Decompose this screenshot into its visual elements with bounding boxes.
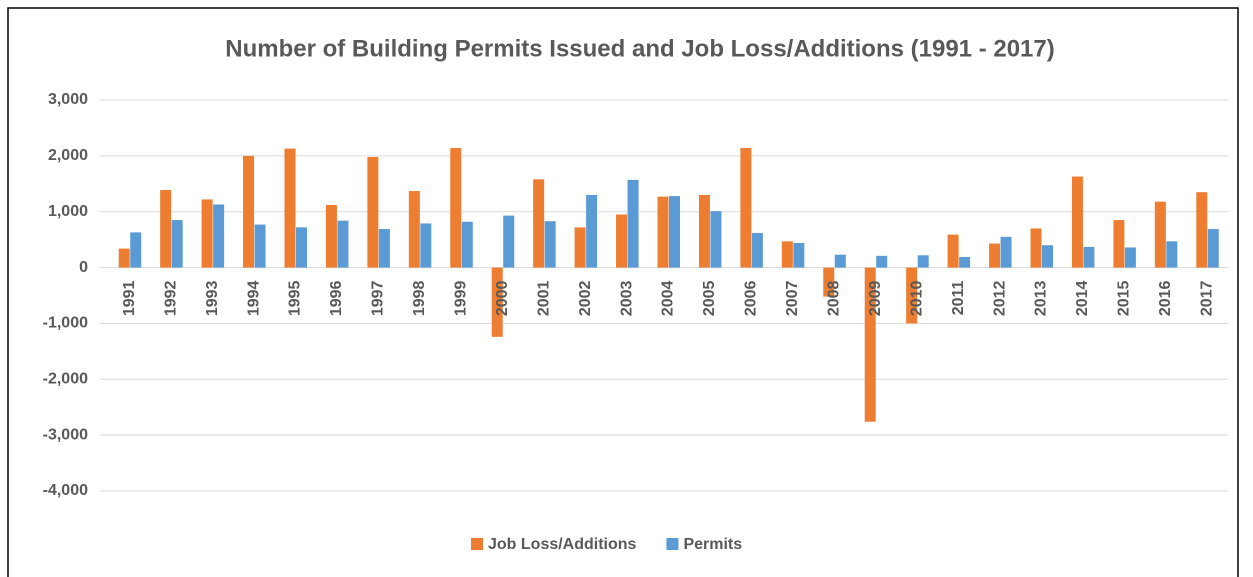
bar — [989, 243, 1001, 268]
bar — [947, 234, 959, 268]
bar — [160, 189, 172, 268]
chart-title: Number of Building Permits Issued and Jo… — [225, 35, 1055, 62]
bar — [906, 267, 918, 324]
legend-swatch — [471, 538, 483, 550]
legend-label: Permits — [683, 536, 742, 553]
bar — [420, 223, 432, 268]
bar — [834, 254, 846, 268]
bar — [793, 242, 805, 268]
bar — [1166, 241, 1178, 268]
x-tick-label: 2009 — [867, 280, 884, 316]
x-tick-label: 2000 — [494, 280, 511, 316]
bar — [710, 211, 722, 268]
x-tick-label: 2014 — [1074, 280, 1091, 316]
x-tick-label: 1997 — [370, 280, 387, 316]
bar — [296, 227, 307, 268]
bar — [201, 199, 213, 268]
bar — [669, 196, 680, 268]
bar — [284, 148, 296, 268]
bar — [1124, 247, 1136, 268]
bar — [1083, 246, 1095, 268]
bar — [574, 227, 586, 268]
y-tick-label: -1,000 — [43, 315, 88, 332]
bar — [461, 221, 473, 268]
bar — [1207, 229, 1219, 268]
bar — [627, 179, 639, 268]
x-tick-label: 2011 — [950, 280, 967, 315]
x-tick-label: 1994 — [245, 280, 262, 316]
bar — [586, 194, 598, 268]
x-tick-label: 2017 — [1198, 280, 1215, 316]
bar — [616, 214, 628, 268]
bar — [544, 221, 556, 268]
bar — [876, 255, 888, 268]
x-tick-label: 1993 — [204, 280, 221, 316]
x-tick-label: 1998 — [411, 280, 428, 316]
bar — [1030, 228, 1042, 268]
x-tick-label: 2004 — [660, 280, 677, 316]
x-tick-label: 2016 — [1157, 280, 1174, 316]
x-tick-label: 2006 — [743, 280, 760, 316]
bar — [823, 267, 835, 297]
y-tick-label: -3,000 — [43, 426, 88, 443]
bar — [657, 196, 669, 268]
x-tick-label: 2002 — [577, 280, 594, 316]
x-tick-label: 2010 — [908, 280, 925, 316]
bar — [491, 267, 503, 337]
x-tick-label: 1991 — [121, 280, 138, 316]
bar — [533, 179, 545, 268]
bar — [1196, 192, 1208, 268]
chart-border — [7, 7, 1239, 577]
y-tick-label: -2,000 — [43, 371, 88, 388]
bar — [450, 148, 462, 268]
x-tick-label: 2007 — [784, 280, 801, 316]
y-tick-label: 0 — [79, 259, 88, 276]
bar — [1042, 245, 1053, 268]
bar — [213, 204, 225, 268]
bar — [325, 205, 337, 268]
bar — [254, 224, 266, 268]
x-tick-label: 2015 — [1116, 280, 1133, 316]
bar — [1000, 236, 1012, 268]
bar — [1154, 201, 1166, 268]
legend-label: Job Loss/Additions — [488, 536, 637, 553]
bar — [118, 248, 130, 268]
bar — [698, 194, 710, 268]
y-tick-label: -4,000 — [43, 482, 88, 499]
x-tick-label: 1995 — [287, 280, 304, 316]
bar — [408, 191, 420, 268]
bar — [781, 241, 793, 268]
bar — [243, 155, 255, 268]
x-tick-label: 1992 — [162, 280, 179, 316]
bar — [503, 215, 515, 268]
bar — [367, 156, 379, 268]
bar — [751, 232, 763, 268]
x-tick-label: 2001 — [535, 280, 552, 316]
y-tick-label: 3,000 — [48, 91, 88, 108]
bar — [171, 220, 183, 268]
bar — [130, 232, 142, 268]
bar — [917, 255, 929, 268]
x-tick-label: 2012 — [991, 280, 1008, 316]
bar — [959, 256, 971, 268]
legend-swatch — [666, 538, 679, 550]
bar — [864, 267, 876, 422]
bar — [740, 148, 752, 268]
x-tick-label: 2003 — [618, 280, 635, 316]
x-tick-label: 1999 — [452, 280, 469, 316]
x-tick-label: 1996 — [328, 280, 345, 316]
bar — [337, 220, 349, 268]
y-tick-label: 1,000 — [48, 203, 88, 220]
bar — [1113, 220, 1125, 268]
bar — [1071, 176, 1083, 268]
bar — [378, 229, 390, 268]
x-tick-label: 2005 — [701, 280, 718, 316]
x-tick-label: 2013 — [1033, 280, 1050, 316]
x-tick-label: 2008 — [825, 280, 842, 316]
y-tick-label: 2,000 — [48, 147, 88, 164]
